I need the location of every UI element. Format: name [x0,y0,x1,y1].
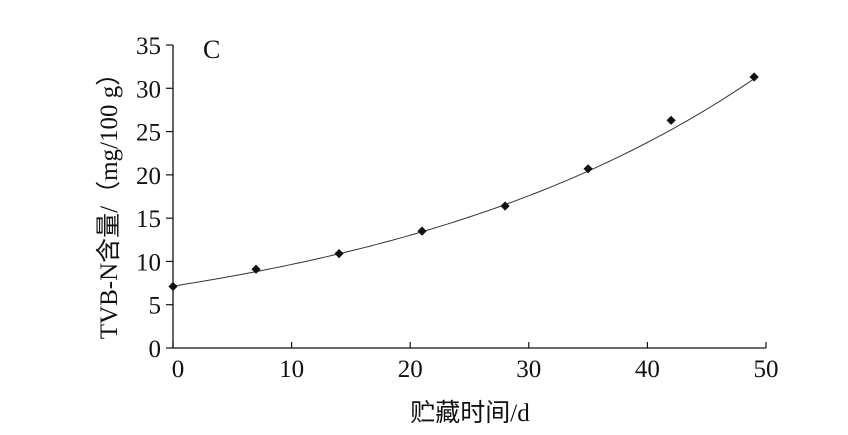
y-tick-label: 15 [136,206,161,233]
y-axis-title: TVB-N含量/（mg/100 g） [95,61,123,339]
x-tick-label: 50 [754,356,779,383]
y-tick-label: 5 [149,293,162,320]
data-point [334,249,344,259]
y-tick-label: 30 [136,76,161,103]
x-tick-label: 0 [172,356,185,383]
y-tick-label: 35 [136,33,161,60]
data-point [417,226,427,236]
x-tick-label: 30 [516,356,541,383]
axes [172,45,766,349]
x-tick-label: 40 [635,356,660,383]
x-axis-title: 贮藏时间/d [410,399,530,427]
y-tick-label: 0 [149,336,162,363]
data-point [666,115,676,125]
data-point [749,72,759,82]
y-tick-label: 20 [136,163,161,190]
tick-labels: 0 10 20 30 40 50 0 5 10 15 20 25 30 35 [136,33,779,383]
x-tick-label: 20 [398,356,423,383]
data-point [168,281,178,292]
data-point [583,164,593,174]
ticks [166,44,767,349]
data-points [168,72,759,292]
data-point [500,201,510,211]
trendline [172,78,755,287]
panel-label: C [203,35,220,64]
y-tick-label: 10 [136,249,161,276]
data-point [251,264,261,274]
y-tick-label: 25 [136,120,161,147]
x-tick-label: 10 [279,356,304,383]
